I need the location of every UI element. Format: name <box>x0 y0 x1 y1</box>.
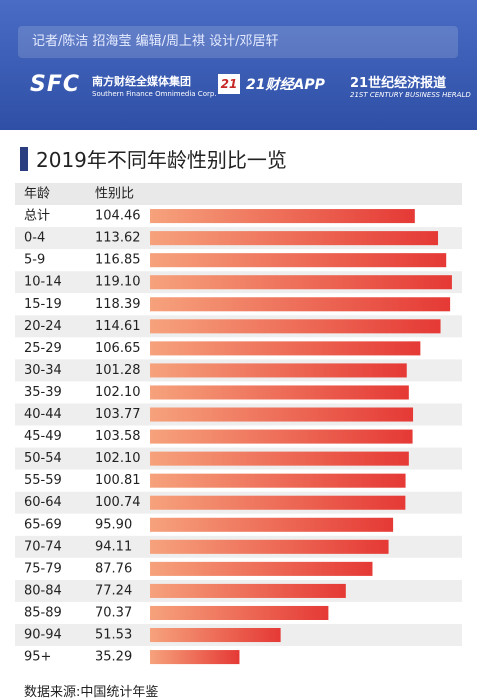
bar <box>150 231 439 246</box>
category-label: 总计 <box>24 209 50 224</box>
logo-sfc: SFC <box>30 72 81 97</box>
category-label: 60-64 <box>24 495 62 510</box>
bar <box>150 275 452 290</box>
value-label: 113.62 <box>95 231 141 246</box>
bar <box>150 297 451 312</box>
category-label: 65-69 <box>24 517 62 532</box>
bar <box>150 363 407 378</box>
value-label: 35.29 <box>95 650 132 665</box>
value-label: 106.65 <box>95 341 141 356</box>
value-label: 102.10 <box>95 451 141 466</box>
logo-sfc-en: Southern Finance Omnimedia Corp. <box>92 90 217 98</box>
bar <box>150 209 415 224</box>
category-label: 25-29 <box>24 341 62 356</box>
value-label: 77.24 <box>95 583 132 598</box>
category-label: 45-49 <box>24 429 62 444</box>
value-label: 114.61 <box>95 319 141 334</box>
logo-herald-cn: 21世纪经济报道 <box>350 76 447 91</box>
value-label: 104.46 <box>95 209 141 224</box>
source: 数据来源:中国统计年鉴 <box>24 685 159 700</box>
category-label: 10-14 <box>24 275 62 290</box>
category-label: 95+ <box>24 650 51 665</box>
category-label: 15-19 <box>24 297 62 312</box>
credits: 记者/陈洁 招海莹 编辑/周上祺 设计/邓居轩 <box>18 26 458 58</box>
logo-21: 21 <box>218 74 240 94</box>
bar <box>150 319 441 334</box>
bar <box>150 385 409 400</box>
bar <box>150 539 389 554</box>
category-label: 75-79 <box>24 561 62 576</box>
category-label: 0-4 <box>24 231 45 246</box>
bar <box>150 253 447 268</box>
value-label: 119.10 <box>95 275 141 290</box>
bar <box>150 429 413 444</box>
logo-sfc-cn: 南方财经全媒体集团 <box>92 75 191 88</box>
bar <box>150 451 409 466</box>
bar <box>150 495 406 510</box>
value-label: 87.76 <box>95 561 132 576</box>
category-label: 5-9 <box>24 253 45 268</box>
bar <box>150 583 346 598</box>
bar <box>150 341 421 356</box>
value-label: 116.85 <box>95 253 141 268</box>
value-label: 101.28 <box>95 363 141 378</box>
value-label: 103.58 <box>95 429 141 444</box>
category-label: 80-84 <box>24 583 62 598</box>
title-marker <box>20 147 28 171</box>
value-header: 性别比 <box>95 187 134 202</box>
header-row <box>15 183 462 206</box>
value-label: 118.39 <box>95 297 141 312</box>
value-label: 103.77 <box>95 407 141 422</box>
category-label: 50-54 <box>24 451 62 466</box>
value-label: 102.10 <box>95 385 141 400</box>
category-label: 55-59 <box>24 473 62 488</box>
bar <box>150 628 281 643</box>
category-label: 40-44 <box>24 407 62 422</box>
category-label: 20-24 <box>24 319 62 334</box>
value-label: 95.90 <box>95 517 132 532</box>
logos: SFC 南方财经全媒体集团 Southern Finance Omnimedia… <box>18 66 471 110</box>
value-label: 94.11 <box>95 539 132 554</box>
category-label: 90-94 <box>24 628 62 643</box>
logo-herald-en: 21ST CENTURY BUSINESS HERALD <box>350 91 471 99</box>
category-label: 30-34 <box>24 363 62 378</box>
value-label: 100.81 <box>95 473 141 488</box>
value-label: 51.53 <box>95 628 132 643</box>
chart-title-wrap: 2019年不同年龄性别比一览 <box>20 144 287 173</box>
bar <box>150 407 414 422</box>
chart-title: 2019年不同年龄性别比一览 <box>36 148 287 172</box>
logo-app: 21财经APP <box>246 77 325 93</box>
bar <box>150 605 329 620</box>
bar <box>150 517 394 532</box>
value-label: 100.74 <box>95 495 141 510</box>
bar <box>150 561 373 576</box>
category-label: 85-89 <box>24 605 62 620</box>
category-label: 70-74 <box>24 539 62 554</box>
category-label: 35-39 <box>24 385 62 400</box>
category-header: 年龄 <box>24 187 50 202</box>
bar <box>150 650 240 665</box>
header-band: 记者/陈洁 招海莹 编辑/周上祺 设计/邓居轩 SFC 南方财经全媒体集团 So… <box>0 0 477 130</box>
value-label: 70.37 <box>95 605 132 620</box>
bar <box>150 473 406 488</box>
